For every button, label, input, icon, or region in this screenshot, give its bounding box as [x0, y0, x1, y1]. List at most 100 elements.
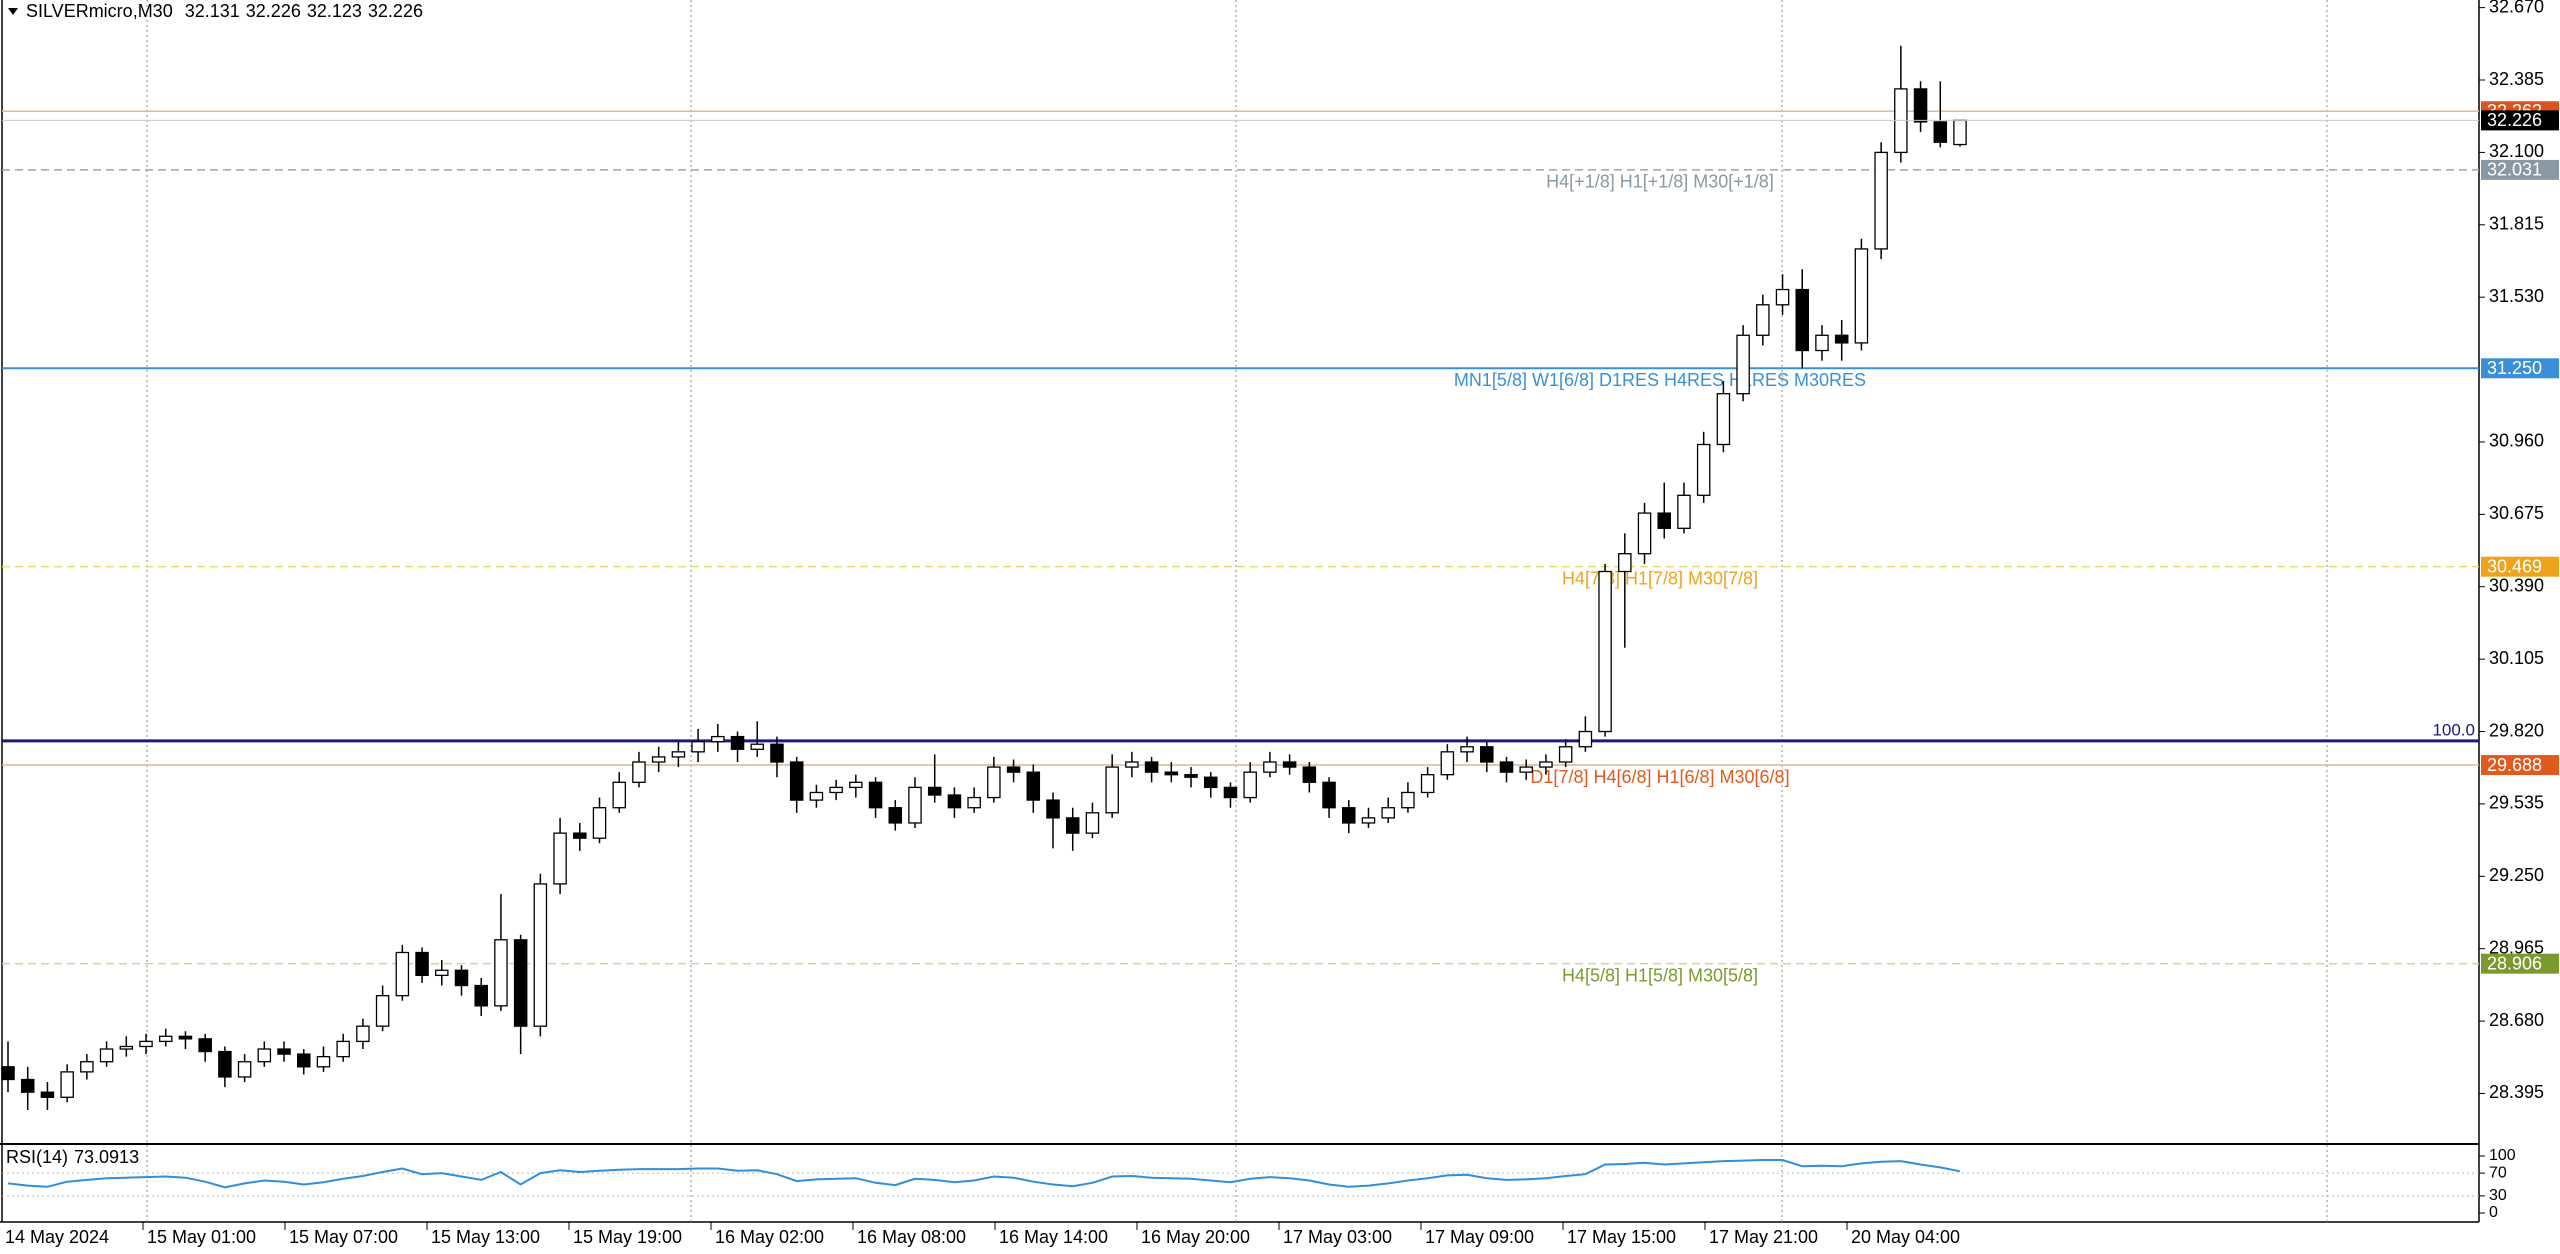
- candle-body: [868, 781, 883, 809]
- x-tick-label: 15 May 07:00: [289, 1227, 398, 1247]
- candle-body: [1065, 817, 1080, 834]
- y-tick-label: 32.385: [2489, 69, 2544, 89]
- menu-arrow[interactable]: [8, 8, 18, 15]
- candle-body: [1125, 761, 1139, 768]
- candle-body: [770, 743, 784, 763]
- candle-body: [691, 741, 705, 753]
- candle-body: [632, 761, 646, 783]
- candle-body: [1006, 766, 1021, 773]
- current-price-label: 32.226: [2487, 110, 2542, 130]
- x-tick-label: 15 May 13:00: [431, 1227, 540, 1247]
- candle-body: [671, 751, 686, 758]
- period-separators: [146, 0, 2328, 1222]
- candle-body: [1223, 786, 1238, 799]
- candle-body: [1322, 781, 1336, 809]
- x-tick-label: 14 May 2024: [5, 1227, 109, 1247]
- y-tick-label: 28.680: [2489, 1010, 2544, 1030]
- candle-body: [711, 735, 725, 743]
- candle-body: [1282, 761, 1297, 768]
- low-value: 32.123: [307, 1, 362, 21]
- candle-body: [1637, 512, 1652, 555]
- candle-body: [789, 761, 804, 801]
- level-label: D1[7/8] H4[6/8] H1[6/8] M30[6/8]: [1530, 767, 1789, 787]
- candle-body: [612, 781, 626, 809]
- y-tick-label: 30.960: [2489, 431, 2544, 451]
- candle-body: [533, 883, 548, 1027]
- candle-body: [987, 766, 1001, 799]
- price-tag: [2481, 755, 2559, 776]
- candle-body: [375, 995, 390, 1027]
- candle-body: [1933, 121, 1948, 143]
- candle-body: [1913, 88, 1928, 123]
- x-tick-label: 16 May 20:00: [1141, 1227, 1250, 1247]
- candle-body: [296, 1053, 311, 1068]
- candle-body: [60, 1071, 74, 1098]
- candle-body: [553, 832, 567, 885]
- candle-body: [336, 1040, 350, 1058]
- price-tag-label: 28.906: [2487, 953, 2542, 973]
- rsi-value: 73.0913: [74, 1147, 139, 1167]
- candle-body: [1105, 766, 1119, 814]
- close-value: 32.226: [368, 1, 423, 21]
- candle-body: [1026, 771, 1041, 801]
- candle-body: [237, 1061, 252, 1078]
- candle-body: [1657, 512, 1672, 529]
- candle-body: [829, 786, 843, 794]
- x-tick-label: 16 May 14:00: [999, 1227, 1108, 1247]
- candle-body: [1, 1066, 15, 1081]
- open-value: 32.131: [185, 1, 240, 21]
- candle-body: [1874, 151, 1888, 250]
- x-tick-label: 17 May 09:00: [1425, 1227, 1534, 1247]
- rsi-line: [7, 1159, 1961, 1189]
- price-tag: [2481, 953, 2559, 974]
- price-tag-label: 32.031: [2487, 160, 2542, 180]
- candle-body: [139, 1040, 153, 1048]
- current-price-tag: [2481, 110, 2559, 131]
- rsi-title: RSI(14): [6, 1147, 68, 1167]
- candle-body: [1460, 746, 1474, 753]
- candle-body: [99, 1048, 114, 1063]
- candle-body: [1184, 774, 1198, 778]
- price-tag: [2481, 358, 2559, 379]
- candle-body: [573, 832, 587, 839]
- y-tick-label: 29.535: [2489, 793, 2544, 813]
- candle-body: [513, 939, 528, 1027]
- candle-body: [1381, 807, 1395, 819]
- high-value: 32.226: [246, 1, 301, 21]
- candle-body: [1756, 304, 1770, 336]
- candle-body: [356, 1025, 370, 1043]
- price-tag-label: 31.250: [2487, 358, 2542, 378]
- level-label: H4[5/8] H1[5/8] M30[5/8]: [1562, 965, 1758, 985]
- candle-body: [947, 794, 962, 809]
- y-tick-label: 70: [2489, 1164, 2507, 1181]
- candle-body: [1775, 288, 1790, 306]
- y-tick-label: 0: [2489, 1204, 2498, 1221]
- candle-body: [198, 1038, 212, 1053]
- x-tick-label: 15 May 19:00: [573, 1227, 682, 1247]
- candle-body: [809, 791, 824, 801]
- candle-body: [1815, 334, 1829, 352]
- candle-body: [1558, 746, 1573, 763]
- candle-body: [1203, 776, 1218, 789]
- candle-body: [1342, 807, 1356, 824]
- candle-body: [395, 951, 410, 997]
- y-tick-label: 30.105: [2489, 648, 2544, 668]
- candle-body: [927, 786, 942, 796]
- y-tick-label: 30: [2489, 1187, 2507, 1204]
- candle-body: [454, 969, 469, 987]
- y-tick-label: 30.390: [2489, 575, 2544, 595]
- candle-body: [1519, 766, 1533, 773]
- candle-body: [257, 1048, 272, 1063]
- candle-body: [908, 786, 922, 824]
- y-tick-label: 31.815: [2489, 214, 2544, 234]
- candle-body: [494, 939, 508, 1007]
- candle-body: [730, 735, 745, 750]
- candle-body: [119, 1045, 134, 1050]
- x-tick-label: 17 May 03:00: [1283, 1227, 1392, 1247]
- x-tick-label: 17 May 21:00: [1709, 1227, 1818, 1247]
- level-label: H4[+1/8] H1[+1/8] M30[+1/8]: [1546, 172, 1774, 192]
- candle-body: [1302, 766, 1317, 783]
- candle-body: [1736, 334, 1750, 395]
